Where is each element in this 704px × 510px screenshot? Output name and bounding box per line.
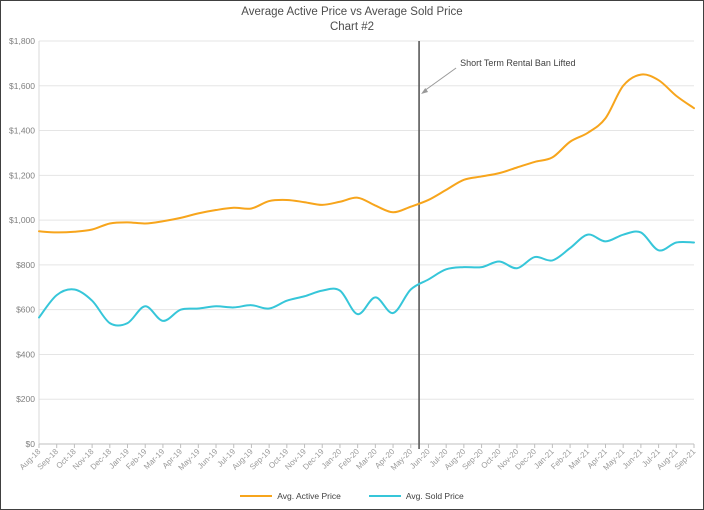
legend-swatch-active-price [240,495,273,497]
x-axis-label: Jun-19 [196,447,220,471]
y-axis-label: $1,600 [9,81,35,91]
chart-title: Average Active Price vs Average Sold Pri… [241,6,463,18]
annotation-arrow [423,67,457,92]
y-axis-label: $1,000 [9,215,35,225]
legend-item: Avg. Sold Price [368,491,464,501]
legend-label: Avg. Active Price [277,491,341,501]
x-axis-label: Jun-20 [408,447,432,471]
annotation-label: Short Term Rental Ban Lifted [460,58,575,68]
series-active-price-line [38,73,695,234]
y-axis-label: $800 [16,260,35,270]
legend-swatch-sold-price [368,495,401,497]
legend-label: Avg. Sold Price [405,491,464,501]
y-axis-label: $1,800 [9,36,35,46]
chart-subtitle: Chart #2 [329,21,375,33]
y-axis-label: $1,200 [9,170,35,180]
y-axis-label: $200 [16,394,35,404]
y-axis-label: $600 [16,305,35,315]
legend-item: Avg. Active Price [240,491,341,501]
x-axis-label: Jun-21 [621,447,645,471]
legend: Avg. Active Price Avg. Sold Price [1,491,703,501]
chart-header: Average Active Price vs Average Sold Pri… [1,5,703,35]
y-axis-label: $400 [16,349,35,359]
series-sold-price-line [38,230,695,327]
y-axis-label: $1,400 [9,126,35,136]
annotation-arrowhead [421,88,429,94]
y-axis-label: $0 [26,439,36,449]
